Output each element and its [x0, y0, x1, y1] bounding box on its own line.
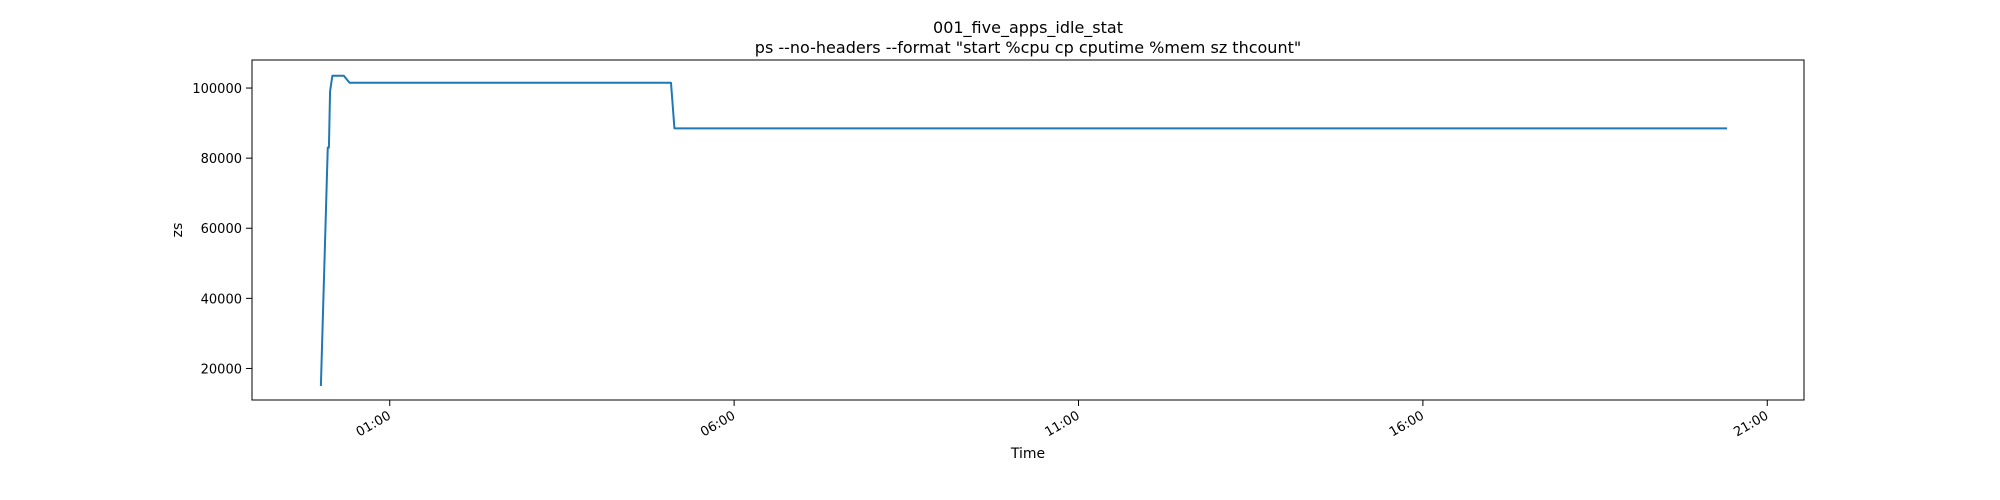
- y-tick-label: 40000: [201, 292, 242, 307]
- x-tick-label: 16:00: [1387, 408, 1427, 440]
- x-tick-label: 11:00: [1043, 408, 1083, 440]
- y-axis-label: sz: [170, 223, 186, 238]
- chart-subtitle: ps --no-headers --format "start %cpu cp …: [755, 38, 1301, 57]
- series-line-0: [319, 74, 1728, 387]
- plot-area: [251, 59, 1805, 401]
- x-tick-label: 01:00: [354, 408, 394, 440]
- y-tick-label: 100000: [192, 82, 242, 97]
- chart-title: 001_five_apps_idle_stat: [933, 18, 1123, 38]
- y-tick-label: 20000: [201, 362, 242, 377]
- x-tick-label: 06:00: [698, 408, 738, 440]
- y-tick-label: 80000: [201, 152, 242, 167]
- x-axis-label: Time: [1010, 446, 1045, 462]
- x-tick-label: 21:00: [1731, 408, 1771, 440]
- y-tick-label: 60000: [201, 222, 242, 237]
